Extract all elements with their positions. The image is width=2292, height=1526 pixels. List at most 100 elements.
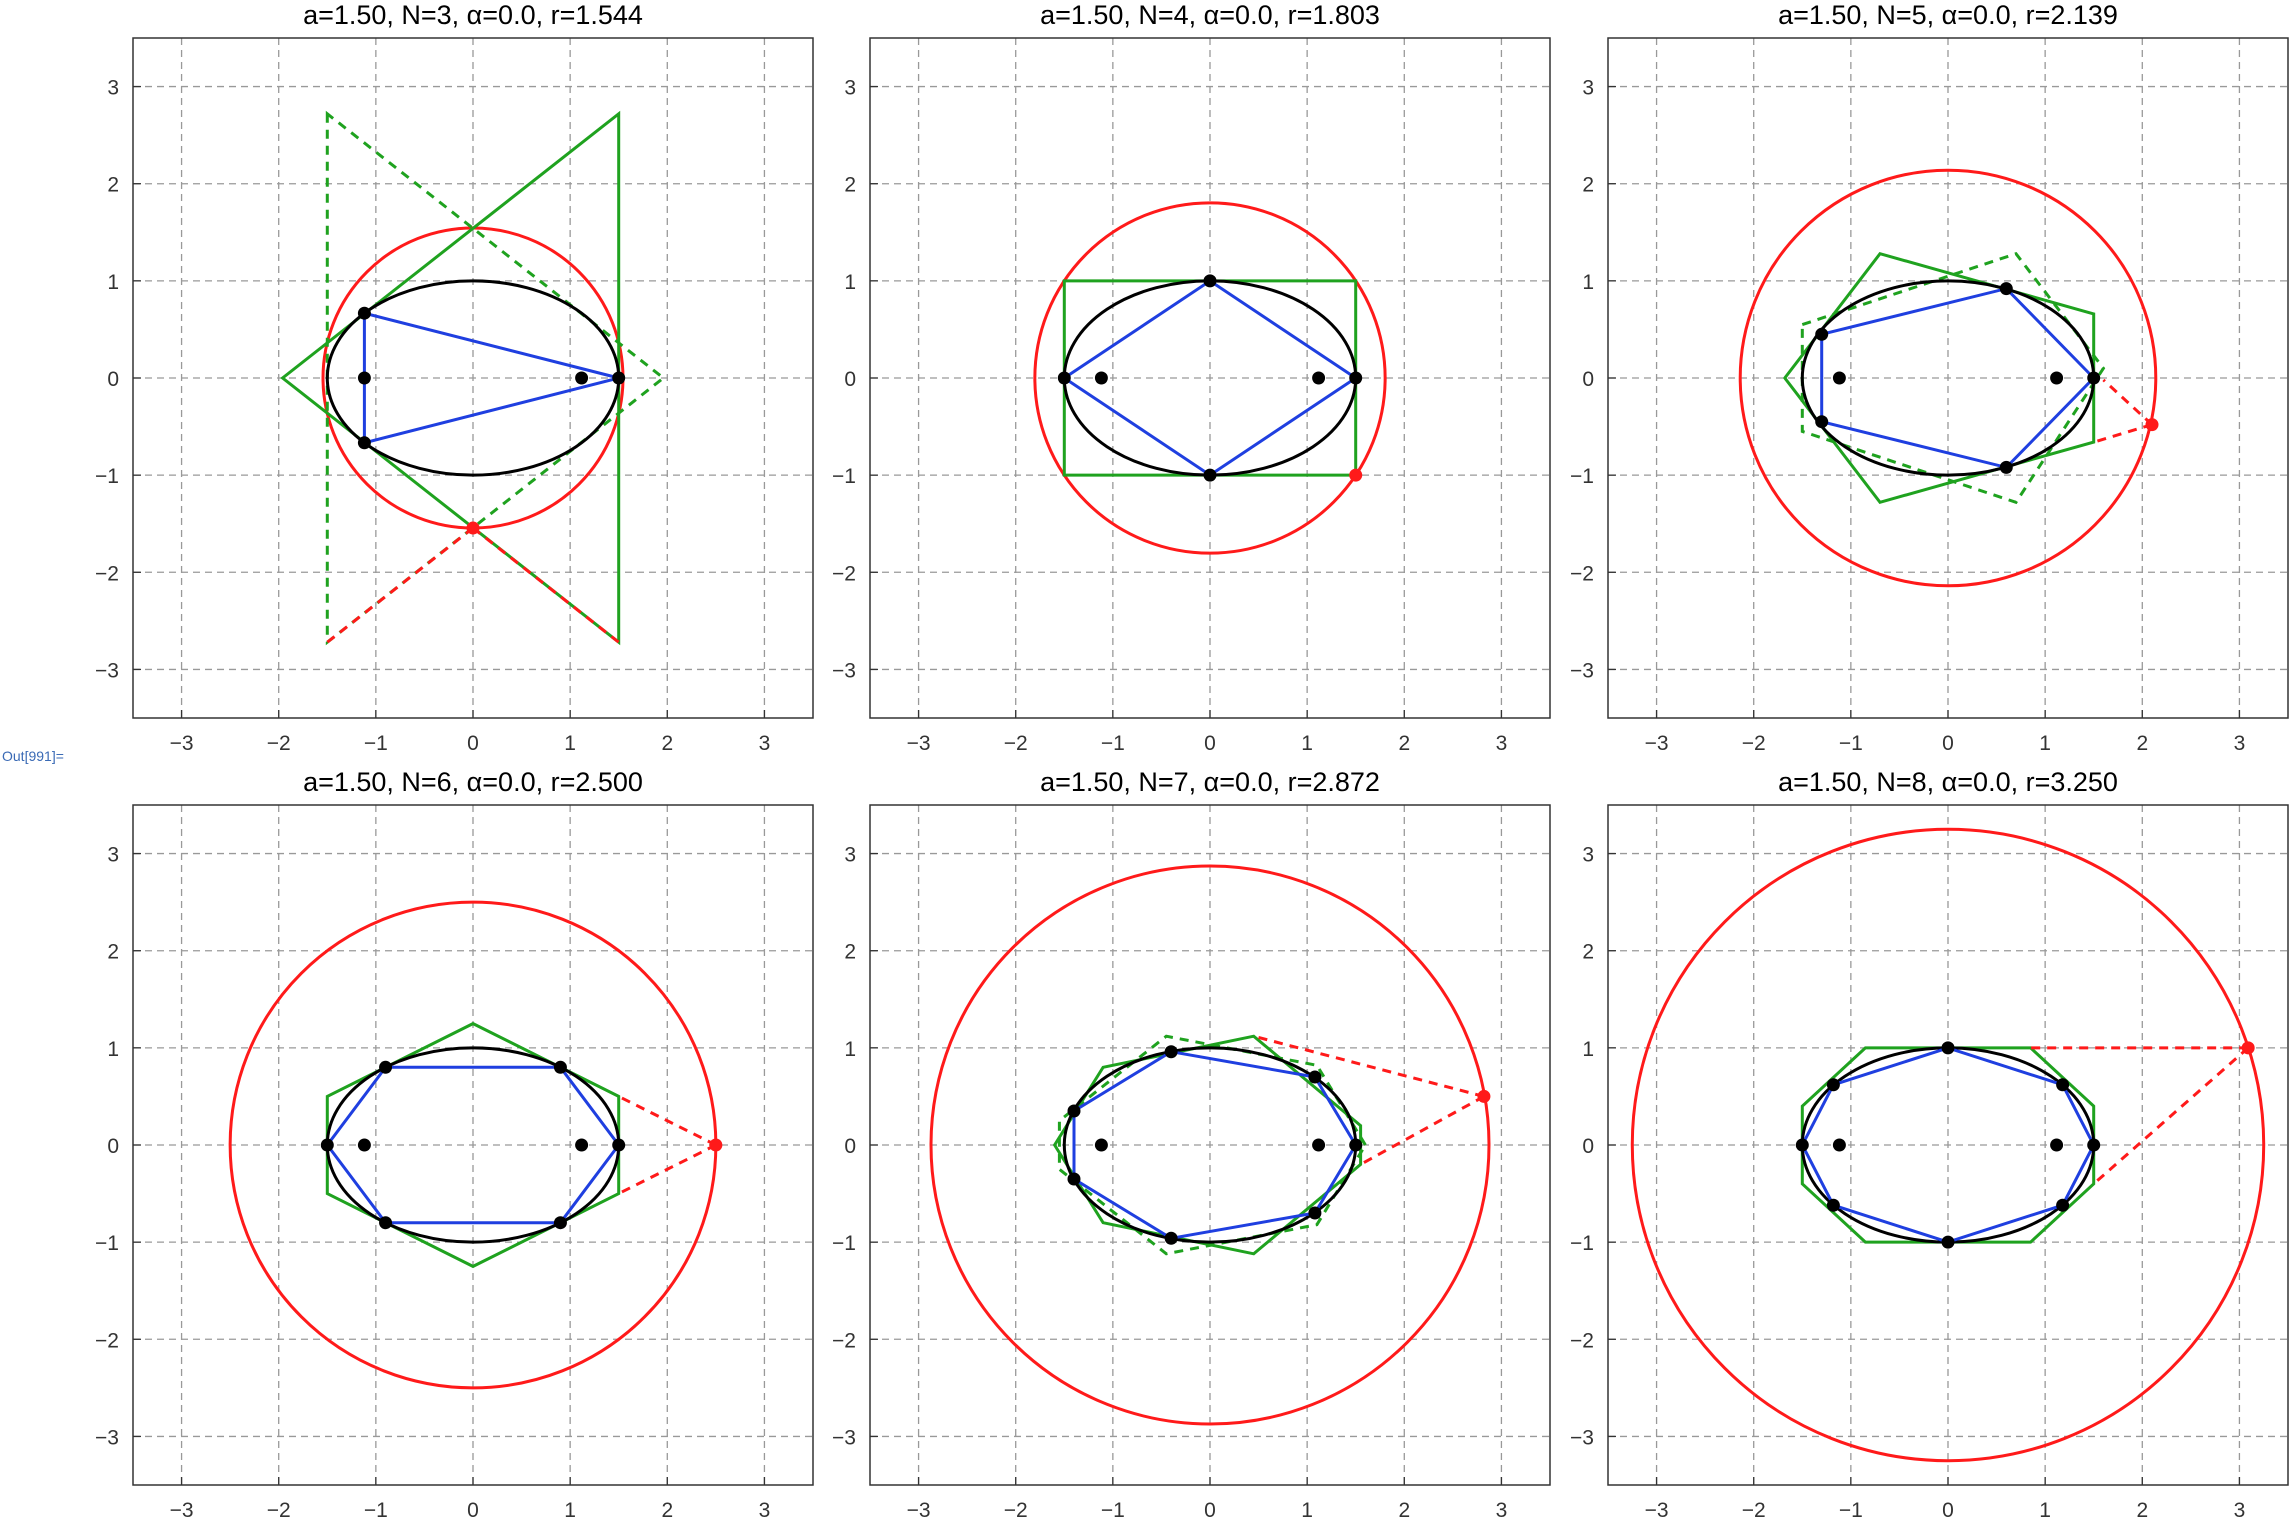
vertex-point [2056, 1198, 2070, 1212]
tick-label-x: −2 [267, 1499, 291, 1522]
circumscribed-polygon [1062, 279, 1358, 477]
tick-label-y: −2 [832, 562, 856, 585]
outer-circle [1630, 827, 2266, 1463]
vertex-point [1164, 1231, 1178, 1245]
tick-label-y: −1 [1570, 1232, 1594, 1255]
tick-label-y: 0 [107, 368, 119, 391]
tick-label-x: 0 [1204, 1499, 1216, 1522]
tick-label-x: −1 [1101, 732, 1125, 755]
red-tangent-line [618, 1095, 717, 1147]
focus-point [1312, 371, 1326, 385]
vertex-point [1067, 1172, 1081, 1186]
tick-label-x: 2 [1398, 732, 1410, 755]
circumscribed-polygon-dashed [1800, 251, 2106, 505]
chart-title: a=1.50, N=4, α=0.0, r=1.803 [1040, 0, 1380, 30]
focus-point [575, 371, 589, 385]
inscribed-polygon [1820, 286, 2096, 470]
chart-title: a=1.50, N=8, α=0.0, r=3.250 [1778, 767, 2118, 797]
red-point [1349, 468, 1363, 482]
tick-label-x: 0 [1942, 1499, 1954, 1522]
focus-point [1832, 371, 1846, 385]
vertex-point [2056, 1078, 2070, 1092]
tick-label-y: 0 [1582, 1135, 1594, 1158]
tick-label-y: 2 [1582, 941, 1594, 964]
tick-label-x: −2 [1742, 732, 1766, 755]
tick-label-y: −2 [95, 1329, 119, 1352]
tick-label-x: −3 [170, 732, 194, 755]
tick-label-y: −2 [95, 562, 119, 585]
tick-label-y: −2 [1570, 1329, 1594, 1352]
tick-label-y: 3 [1582, 77, 1594, 100]
tick-label-x: 3 [759, 1499, 771, 1522]
tick-label-y: −1 [832, 1232, 856, 1255]
plot-area [1738, 168, 2159, 588]
tick-label-y: 3 [844, 844, 856, 867]
tick-label-y: −3 [1570, 1426, 1594, 1449]
red-tangent-line [618, 1143, 717, 1195]
vertex-point [1941, 1041, 1955, 1055]
vertex-point [320, 1138, 334, 1152]
vertex-point [1941, 1235, 1955, 1249]
vertex-point [1349, 1138, 1363, 1152]
chart-panel-5: −3 −3 −2 −2 −1 −1 0 0 1 1 2 2 3 3 a=1.50, N=7, α=0.0, … [832, 767, 1551, 1522]
tick-label-y: −1 [95, 465, 119, 488]
focus-point [1094, 1138, 1108, 1152]
red-tangent-line [326, 526, 474, 644]
vertex-point [379, 1060, 393, 1074]
red-point [466, 521, 480, 535]
vertex-point [357, 436, 371, 450]
focus-point [1312, 1138, 1326, 1152]
red-tangent-line [2092, 1046, 2250, 1185]
tick-label-y: −3 [1570, 659, 1594, 682]
red-point [1477, 1089, 1491, 1103]
vertex-point [1795, 1138, 1809, 1152]
tick-label-y: 1 [844, 1038, 856, 1061]
red-tangent-line [2102, 378, 2154, 426]
tick-label-y: −1 [832, 465, 856, 488]
vertex-point [1308, 1070, 1322, 1084]
tick-label-y: −3 [832, 659, 856, 682]
tick-label-y: 3 [1582, 844, 1594, 867]
focus-point [575, 1138, 589, 1152]
tick-label-y: 0 [844, 368, 856, 391]
chart-title: a=1.50, N=5, α=0.0, r=2.139 [1778, 0, 2118, 30]
plot-area [1033, 201, 1387, 555]
chart-panel-1: −3 −3 −2 −2 −1 −1 0 0 1 1 2 2 3 3 a=1.50, N=3, α=0.0, … [95, 0, 814, 755]
tick-label-x: 0 [467, 732, 479, 755]
circumscribed-polygon [1052, 1034, 1363, 1256]
tick-label-x: −2 [1742, 1499, 1766, 1522]
tick-label-x: 1 [564, 732, 576, 755]
tick-label-y: 2 [844, 941, 856, 964]
tick-label-y: 2 [107, 174, 119, 197]
vertex-point [1999, 460, 2013, 474]
plot-area [228, 900, 723, 1390]
tick-label-x: −3 [907, 732, 931, 755]
inscribed-polygon [1072, 1050, 1358, 1240]
vertex-point [1308, 1206, 1322, 1220]
output-label: Out[991]= [2, 748, 64, 764]
tick-label-y: 0 [1582, 368, 1594, 391]
tick-label-x: 1 [2039, 1499, 2051, 1522]
vertex-point [553, 1216, 567, 1230]
tick-label-x: −1 [1101, 1499, 1125, 1522]
tick-label-x: −3 [1645, 732, 1669, 755]
tick-label-y: 0 [107, 1135, 119, 1158]
tick-label-y: −2 [832, 1329, 856, 1352]
outer-circle [929, 864, 1491, 1426]
red-tangent-line [1253, 1034, 1485, 1098]
circumscribed-polygon [1782, 251, 2096, 505]
tick-label-y: −3 [95, 659, 119, 682]
vertex-point [2087, 1138, 2101, 1152]
focus-point [1094, 371, 1108, 385]
tick-label-y: 1 [1582, 1038, 1594, 1061]
focus-point [1832, 1138, 1846, 1152]
focus-point [2050, 1138, 2064, 1152]
tick-label-x: 1 [2039, 732, 2051, 755]
vertex-point [357, 306, 371, 320]
vertex-point [1067, 1104, 1081, 1118]
vertex-point [1057, 371, 1071, 385]
tick-label-x: −3 [907, 1499, 931, 1522]
chart-title: a=1.50, N=3, α=0.0, r=1.544 [303, 0, 643, 30]
red-point [2145, 418, 2159, 432]
vertex-point [1826, 1198, 1840, 1212]
